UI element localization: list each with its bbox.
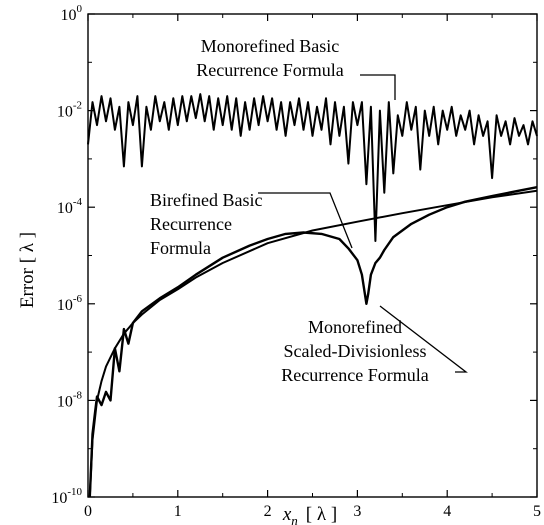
annotation-monorefined-scaled-divisionless-line-3: Recurrence Formula	[281, 365, 428, 385]
annotation-monorefined-scaled-divisionless-line-1: Monorefined	[308, 317, 402, 337]
y-tick-label: 10-6	[57, 293, 83, 314]
y-axis-title: Error [ λ ]	[17, 232, 38, 308]
x-tick-label: 5	[533, 503, 541, 520]
x-tick-label: 1	[174, 503, 182, 520]
x-tick-label: 4	[443, 503, 451, 520]
annotation-monorefined-basic-leader	[360, 74, 396, 100]
annotation-monorefined-scaled-divisionless-line-2: Scaled-Divisionless	[284, 341, 427, 361]
x-axis-title: xn [ λ ]	[282, 504, 337, 525]
x-tick-label: 3	[353, 503, 361, 520]
series-birefined-basic-line	[88, 189, 538, 498]
annotation-monorefined-basic-line-2: Recurrence Formula	[196, 60, 343, 80]
x-axis-subscript: n	[291, 513, 298, 525]
annotation-monorefined-scaled-divisionless-leader	[379, 305, 468, 373]
y-tick-label: 10-8	[57, 389, 83, 410]
y-tick-label: 10-4	[57, 196, 83, 217]
annotation-birefined-basic-line-2: Recurrence	[150, 214, 232, 234]
x-tick-label: 0	[84, 503, 92, 520]
annotation-birefined-basic-line-1: Birefined Basic	[150, 190, 262, 210]
series-monorefined-scaled-divisionless-line	[88, 186, 538, 498]
y-tick-label: 100	[61, 3, 83, 24]
annotation-birefined-basic-line-3: Formula	[150, 238, 211, 258]
annotation-group: Monorefined Basic Recurrence Formula Biref…	[150, 36, 468, 385]
series-group	[87, 93, 538, 498]
annotation-monorefined-basic-line-1: Monorefined Basic	[201, 36, 339, 56]
x-axis-variable: x	[282, 504, 292, 525]
x-axis-unit: [ λ ]	[306, 504, 337, 525]
ticks-group: 0 1 2 3 4 5 10-10 10-8 10-6 10-4 10-2 100	[51, 3, 541, 520]
series-monorefined-basic-line	[87, 93, 538, 242]
x-tick-label: 2	[264, 503, 272, 520]
annotation-birefined-basic-leader	[258, 192, 353, 249]
y-tick-label: 10-2	[57, 100, 82, 121]
y-tick-label: 10-10	[51, 486, 82, 507]
